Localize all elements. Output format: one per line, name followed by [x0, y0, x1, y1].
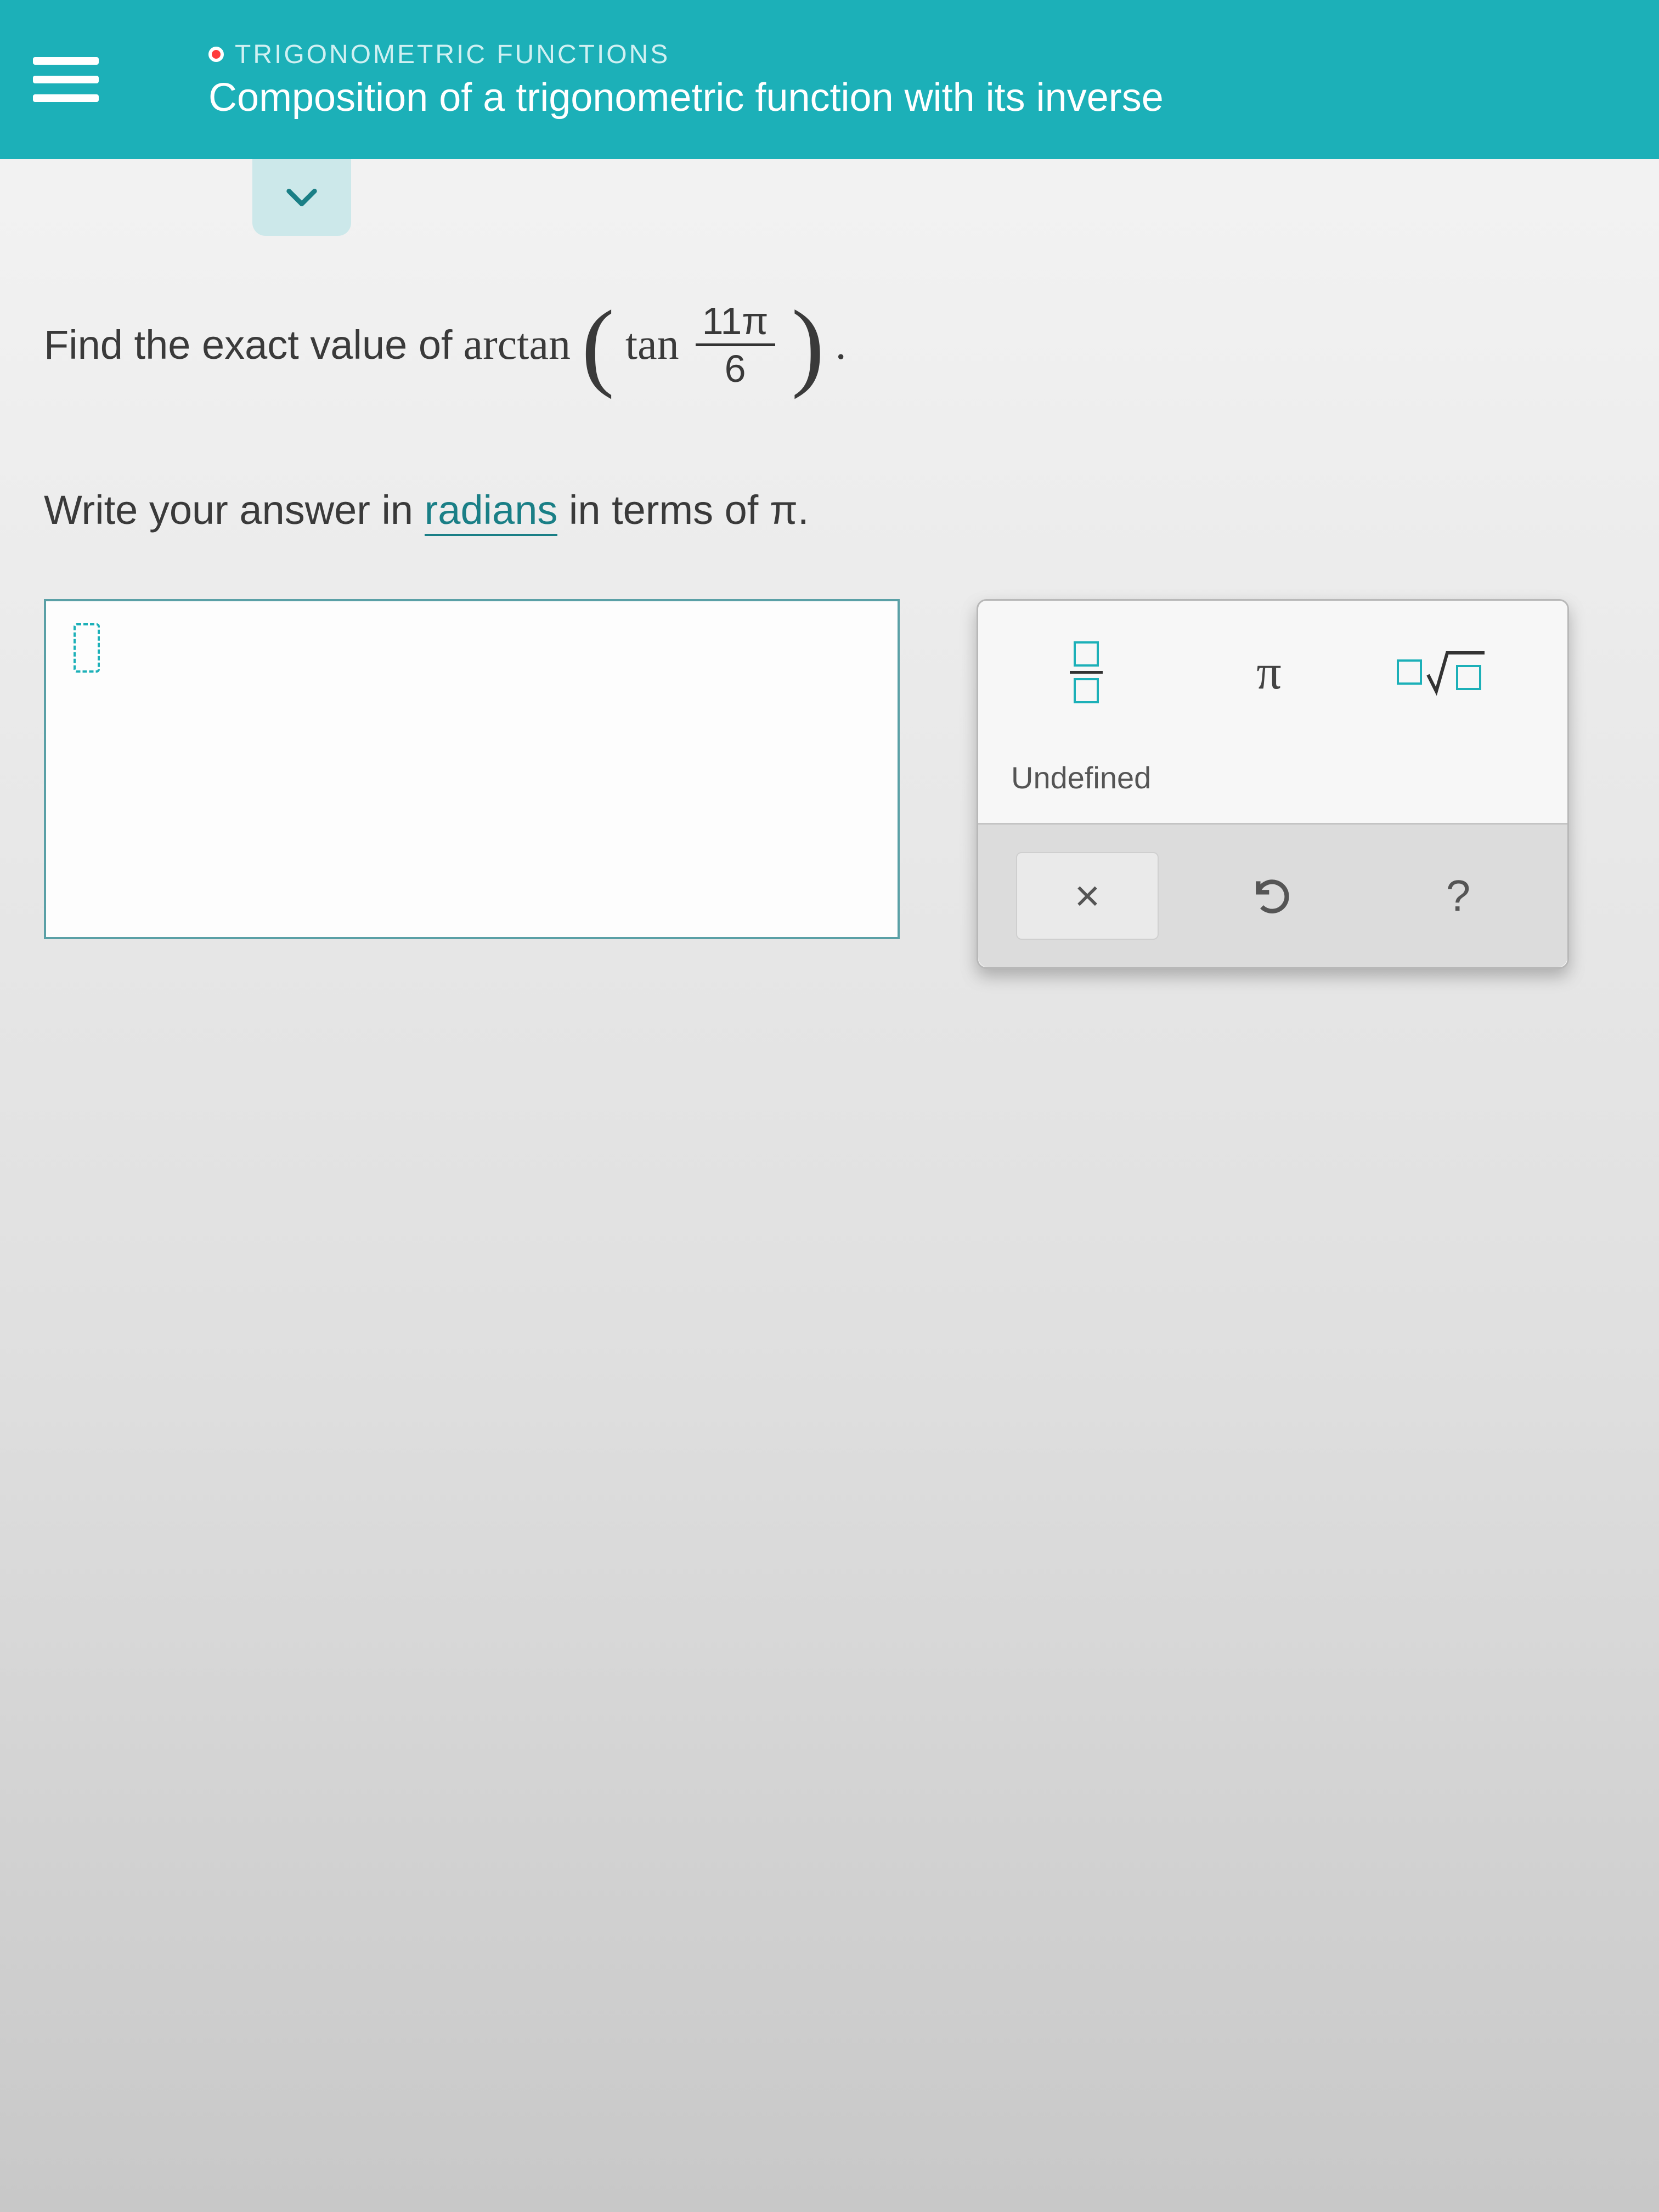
category-text: TRIGONOMETRIC FUNCTIONS [235, 40, 670, 70]
nth-root-button[interactable] [1397, 628, 1514, 716]
close-icon: × [1075, 871, 1101, 921]
menu-icon[interactable] [33, 47, 99, 112]
undo-button[interactable] [1201, 852, 1344, 940]
pi-button[interactable]: π [1214, 628, 1324, 716]
page-title: Composition of a trigonometric function … [208, 75, 1164, 120]
instruction-pre: Write your answer in [44, 487, 425, 533]
record-icon [208, 47, 224, 62]
question-prefix: Find the exact value of [44, 321, 453, 368]
input-cursor-icon [74, 623, 100, 673]
instruction: Write your answer in radians in terms of… [44, 487, 1615, 533]
undefined-button[interactable]: Undefined [978, 743, 1567, 823]
content-area: Find the exact value of arctan ( tan 11π… [0, 159, 1659, 969]
math-palette: π Undefined [977, 599, 1569, 969]
work-area: π Undefined [44, 599, 1615, 969]
fraction-button[interactable] [1031, 628, 1141, 716]
header-text: TRIGONOMETRIC FUNCTIONS Composition of a… [208, 40, 1164, 120]
top-bar: TRIGONOMETRIC FUNCTIONS Composition of a… [0, 0, 1659, 159]
help-icon: ? [1446, 871, 1471, 921]
palette-row-tools: × ? [978, 823, 1567, 967]
clear-button[interactable]: × [1016, 852, 1159, 940]
radians-link[interactable]: radians [425, 487, 558, 536]
chevron-down-icon [283, 178, 321, 217]
paren-open: ( [582, 311, 614, 380]
fraction-den: 6 [725, 346, 746, 388]
undo-icon [1251, 874, 1295, 918]
inner-fn: tan [625, 320, 679, 370]
answer-input[interactable] [44, 599, 900, 939]
paren-close: ) [792, 311, 825, 380]
category-label: TRIGONOMETRIC FUNCTIONS [208, 40, 1164, 70]
screen: TRIGONOMETRIC FUNCTIONS Composition of a… [0, 0, 1659, 2212]
outer-fn: arctan [464, 320, 571, 370]
fraction-num: 11π [696, 302, 775, 346]
instruction-post: in terms of π. [557, 487, 809, 533]
help-button[interactable]: ? [1387, 852, 1530, 940]
fraction: 11π 6 [696, 302, 775, 388]
period: . [836, 320, 847, 370]
dropdown-tab[interactable] [252, 159, 351, 236]
palette-row-symbols: π [978, 601, 1567, 743]
question: Find the exact value of arctan ( tan 11π… [44, 302, 1615, 388]
